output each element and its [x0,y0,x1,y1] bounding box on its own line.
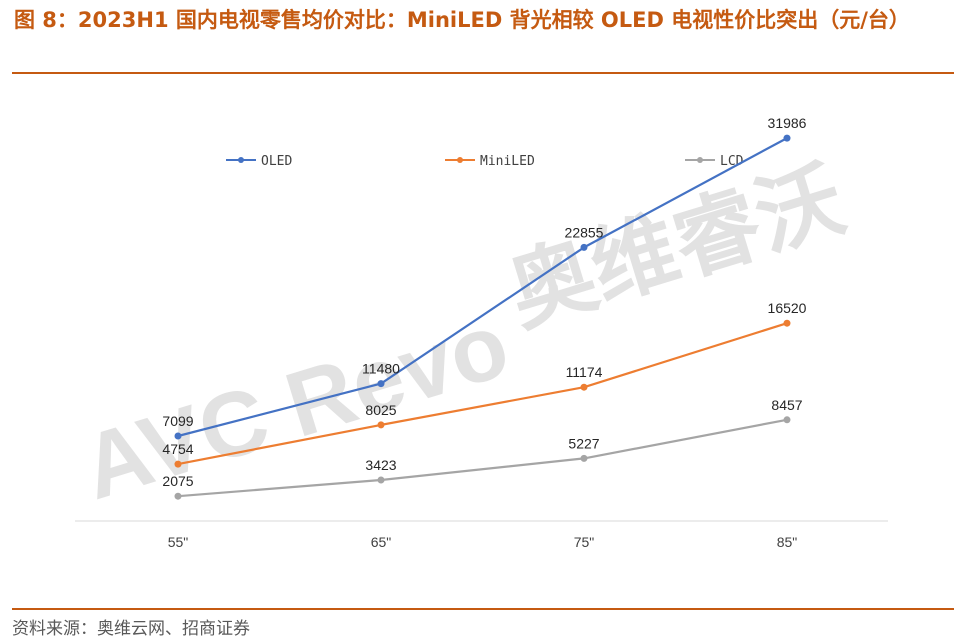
data-point-oled [580,243,588,251]
title-divider [12,72,954,74]
data-point-miniled [783,319,791,327]
legend: OLED MiniLED LCD [226,154,744,169]
data-label-lcd: 5227 [568,435,599,451]
legend-item-miniled: MiniLED [445,154,535,169]
series-line-miniled [177,322,788,466]
data-point-miniled [580,383,588,391]
data-label-oled: 7099 [162,413,193,429]
series-line-oled [177,137,788,438]
watermark: AVC Revo 奥维睿沃 [71,151,854,519]
series-layer [174,134,791,500]
data-point-lcd [174,492,182,500]
legend-item-oled: OLED [226,154,292,169]
legend-label-miniled: MiniLED [480,154,535,169]
data-label-miniled: 11174 [566,364,603,380]
data-point-oled [377,380,385,388]
data-point-oled [783,134,791,142]
data-label-lcd: 2075 [162,473,193,489]
legend-marker-miniled [457,157,463,163]
page-title: 图 8：2023H1 国内电视零售均价对比：MiniLED 背光相较 OLED … [14,8,910,32]
footer-divider [12,608,954,610]
x-tick-label: 75" [574,534,595,550]
data-label-miniled: 16520 [768,300,807,316]
source-note: 资料来源：奥维云网、招商证券 [12,619,250,639]
data-labels: 7099 11480 22855 31986 4754 8025 11174 16520 207… [162,115,806,489]
x-axis-ticks: 55" 65" 75" 85" [168,534,798,550]
data-point-oled [174,432,182,440]
x-tick-label: 55" [168,534,189,550]
legend-label-oled: OLED [261,154,292,169]
legend-marker-lcd [697,157,703,163]
data-label-lcd: 3423 [365,457,396,473]
data-label-oled: 22855 [565,224,604,240]
legend-marker-oled [238,157,244,163]
x-tick-label: 85" [777,534,798,550]
data-label-miniled: 4754 [162,441,193,457]
data-label-lcd: 8457 [771,397,802,413]
data-label-oled: 11480 [362,361,400,377]
data-label-oled: 31986 [768,115,807,131]
data-point-lcd [783,416,791,424]
series-line-lcd [177,418,788,498]
data-point-miniled [174,460,182,468]
data-point-lcd [377,476,385,484]
x-tick-label: 65" [371,534,392,550]
data-label-miniled: 8025 [365,402,396,418]
data-point-miniled [377,421,385,429]
data-point-lcd [580,454,588,462]
